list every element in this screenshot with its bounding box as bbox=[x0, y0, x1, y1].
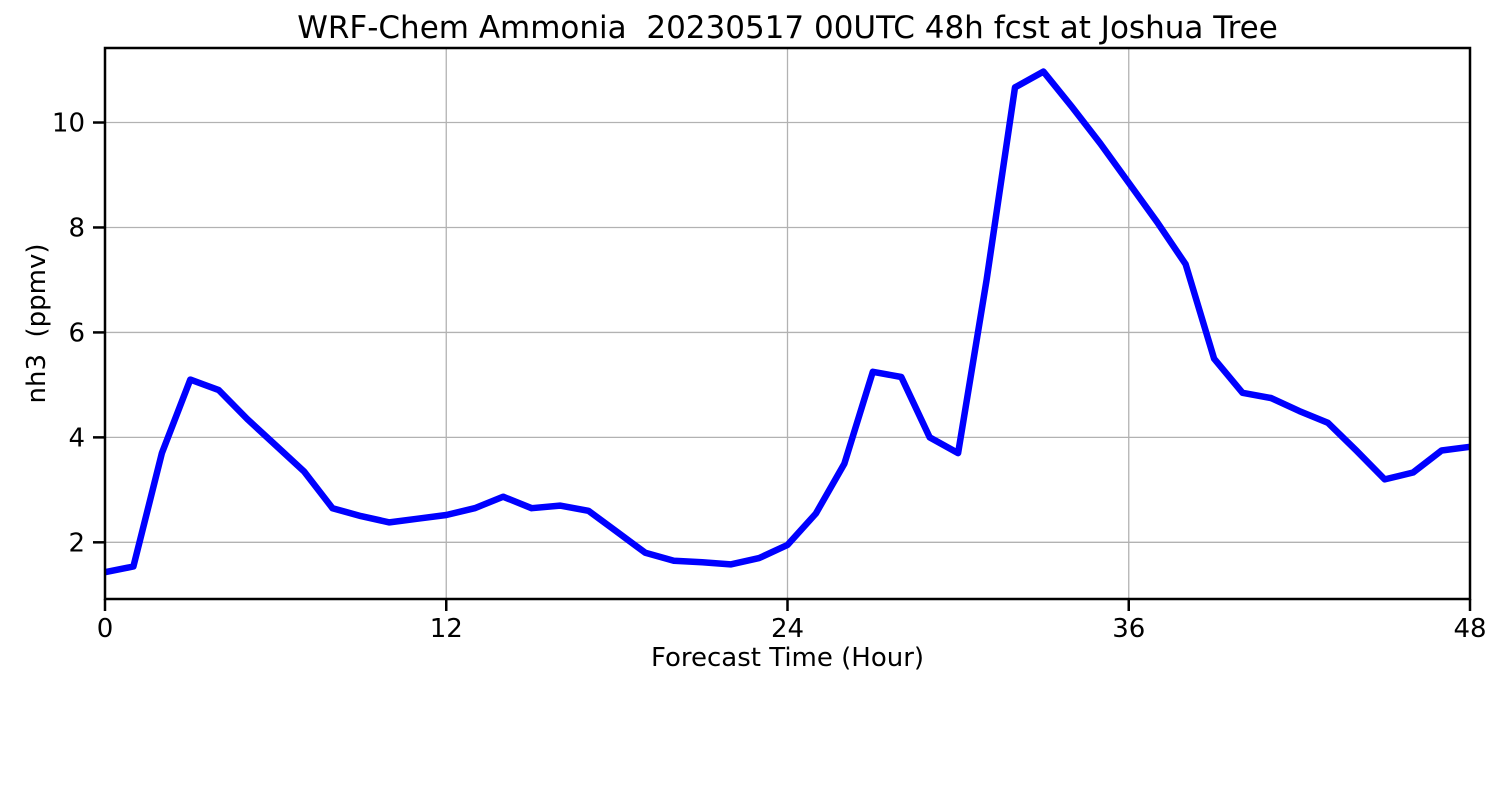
y-axis-label: nh3 (ppmv) bbox=[22, 243, 52, 403]
y-tick-label: 8 bbox=[68, 213, 85, 243]
chart-title: WRF-Chem Ammonia 20230517 00UTC 48h fcst… bbox=[297, 10, 1278, 46]
y-tick-label: 10 bbox=[52, 109, 85, 139]
y-tick-label: 2 bbox=[68, 528, 85, 558]
nh3-forecast-line bbox=[104, 68, 1471, 576]
x-tick-label: 48 bbox=[1453, 614, 1486, 644]
x-tick-label: 36 bbox=[1112, 614, 1145, 644]
y-tick-label: 4 bbox=[68, 423, 85, 453]
x-tick-label: 24 bbox=[771, 614, 804, 644]
x-tick-label: 12 bbox=[430, 614, 463, 644]
x-axis-label: Forecast Time (Hour) bbox=[651, 643, 924, 673]
series-layer bbox=[104, 68, 1471, 576]
y-tick-label: 6 bbox=[68, 318, 85, 348]
grid-layer bbox=[105, 48, 1470, 599]
x-tick-label: 0 bbox=[97, 614, 114, 644]
